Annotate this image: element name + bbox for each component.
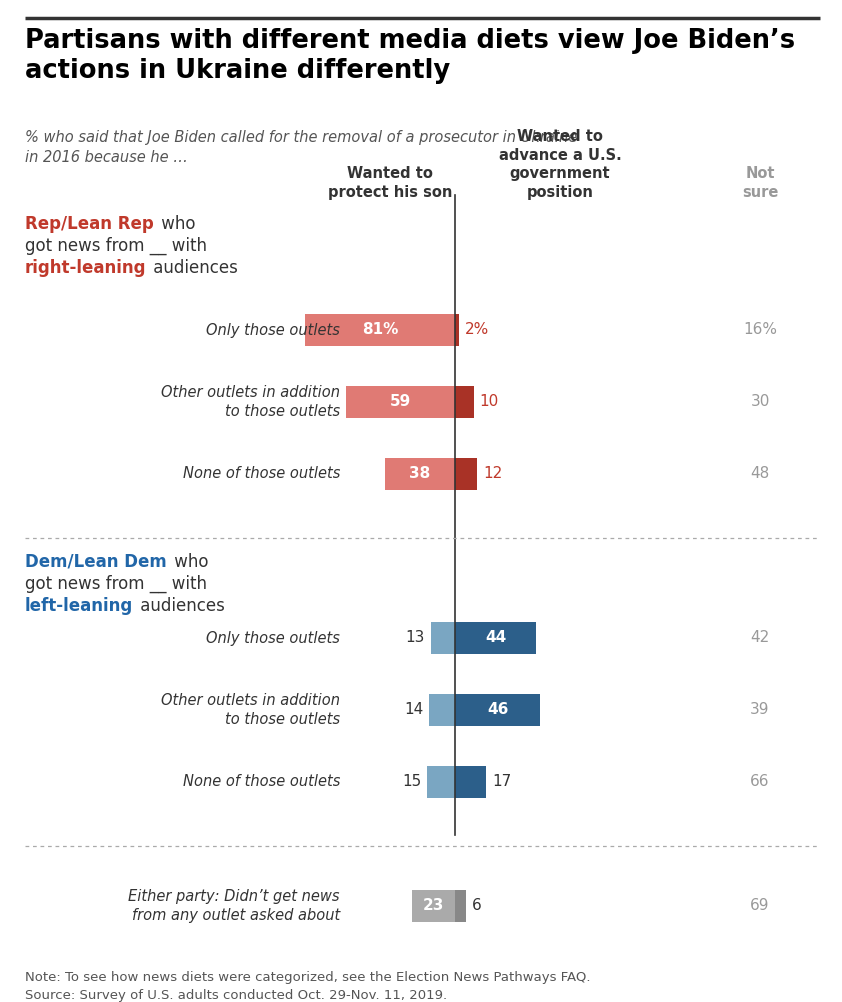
Text: 66: 66 bbox=[750, 775, 770, 790]
Text: 38: 38 bbox=[409, 467, 430, 482]
Bar bbox=[413, 890, 455, 922]
Text: got news from __ with: got news from __ with bbox=[25, 237, 207, 256]
Bar bbox=[455, 766, 487, 798]
Text: audiences: audiences bbox=[148, 259, 238, 277]
Text: Only those outlets: Only those outlets bbox=[206, 630, 340, 645]
Text: None of those outlets: None of those outlets bbox=[183, 775, 340, 790]
Bar bbox=[455, 458, 477, 490]
Text: 14: 14 bbox=[404, 702, 423, 717]
Text: 16%: 16% bbox=[743, 323, 777, 338]
Text: audiences: audiences bbox=[136, 597, 225, 615]
Bar bbox=[431, 622, 455, 654]
Bar bbox=[429, 694, 455, 726]
Text: 39: 39 bbox=[750, 702, 770, 717]
Text: 48: 48 bbox=[750, 467, 770, 482]
Text: left-leaning: left-leaning bbox=[25, 597, 133, 615]
Bar bbox=[455, 386, 473, 418]
Text: 46: 46 bbox=[487, 702, 509, 717]
Text: % who said that Joe Biden called for the removal of a prosecutor in Ukraine
in 2: % who said that Joe Biden called for the… bbox=[25, 130, 578, 165]
Text: who: who bbox=[156, 215, 195, 233]
Text: Rep/Lean Rep: Rep/Lean Rep bbox=[25, 215, 154, 233]
Text: 13: 13 bbox=[406, 630, 425, 645]
Bar bbox=[455, 622, 536, 654]
Bar bbox=[455, 694, 540, 726]
Text: 6: 6 bbox=[472, 899, 482, 914]
Text: 69: 69 bbox=[750, 899, 770, 914]
Bar bbox=[455, 890, 466, 922]
Text: Note: To see how news diets were categorized, see the Election News Pathways FAQ: Note: To see how news diets were categor… bbox=[25, 971, 590, 1002]
Bar bbox=[385, 458, 455, 490]
Text: 23: 23 bbox=[423, 899, 445, 914]
Text: 10: 10 bbox=[479, 395, 498, 410]
Bar bbox=[305, 314, 455, 346]
Text: right-leaning: right-leaning bbox=[25, 259, 147, 277]
Text: 59: 59 bbox=[390, 395, 411, 410]
Text: got news from __ with: got news from __ with bbox=[25, 575, 207, 593]
Text: 30: 30 bbox=[750, 395, 770, 410]
Bar bbox=[455, 314, 459, 346]
Text: 17: 17 bbox=[493, 775, 512, 790]
Bar bbox=[427, 766, 455, 798]
Text: Only those outlets: Only those outlets bbox=[206, 323, 340, 338]
Text: 2%: 2% bbox=[465, 323, 489, 338]
Text: Other outlets in addition
to those outlets: Other outlets in addition to those outle… bbox=[161, 693, 340, 726]
Text: Wanted to
protect his son: Wanted to protect his son bbox=[328, 166, 452, 200]
Text: 42: 42 bbox=[750, 630, 770, 645]
Text: who: who bbox=[168, 553, 208, 571]
Text: 12: 12 bbox=[483, 467, 503, 482]
Text: Wanted to
advance a U.S.
government
position: Wanted to advance a U.S. government posi… bbox=[498, 129, 621, 200]
Bar bbox=[346, 386, 455, 418]
Text: None of those outlets: None of those outlets bbox=[183, 467, 340, 482]
Text: 44: 44 bbox=[485, 630, 506, 645]
Text: Partisans with different media diets view Joe Biden’s
actions in Ukraine differe: Partisans with different media diets vie… bbox=[25, 28, 795, 84]
Text: 81%: 81% bbox=[362, 323, 398, 338]
Text: Other outlets in addition
to those outlets: Other outlets in addition to those outle… bbox=[161, 385, 340, 419]
Text: 15: 15 bbox=[402, 775, 421, 790]
Text: Not
sure: Not sure bbox=[742, 166, 778, 200]
Text: Either party: Didn’t get news
from any outlet asked about: Either party: Didn’t get news from any o… bbox=[129, 889, 340, 923]
Text: Dem/Lean Dem: Dem/Lean Dem bbox=[25, 553, 167, 571]
